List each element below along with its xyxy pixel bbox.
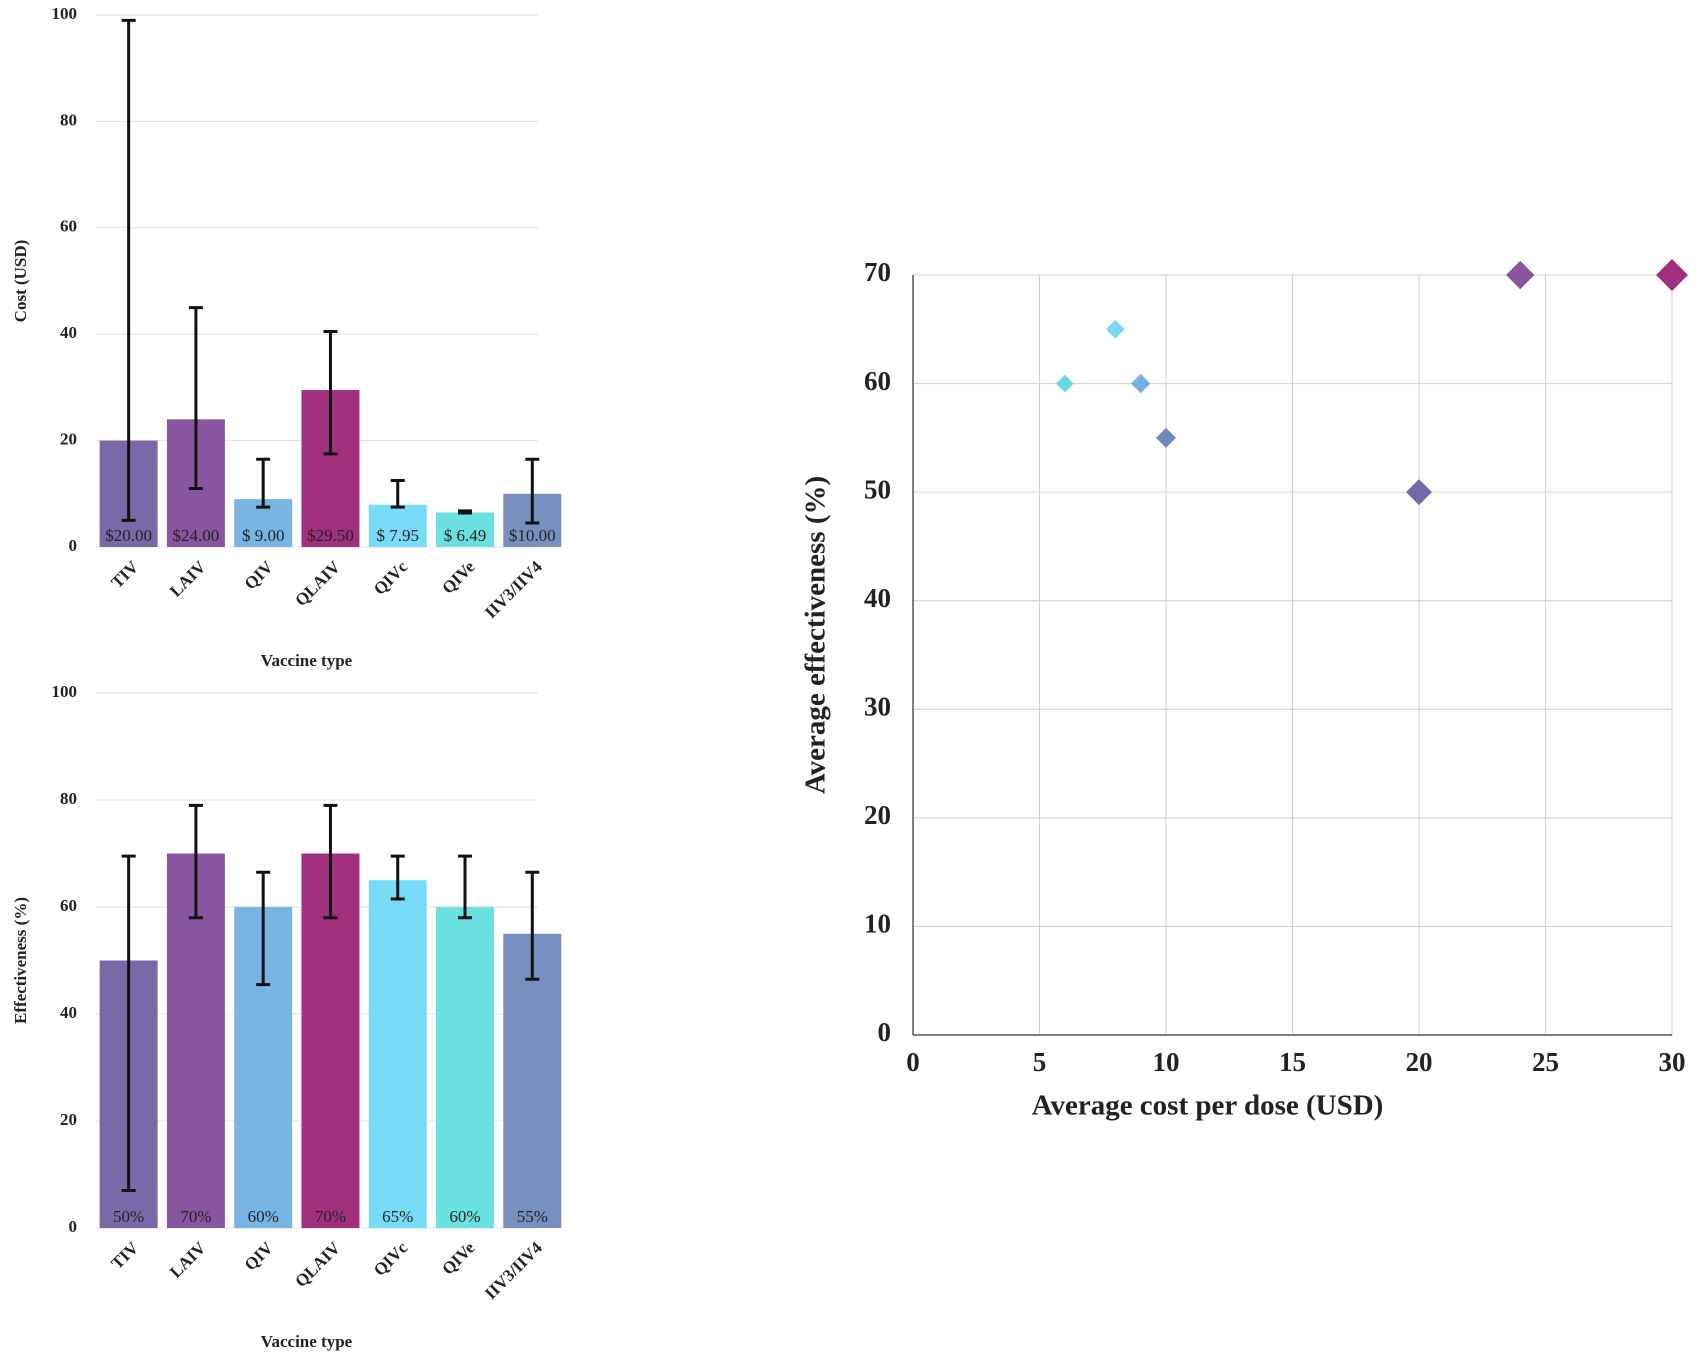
y-tick-label: 100	[52, 4, 78, 23]
x-tick-label: QIVc	[370, 1238, 412, 1280]
y-tick-label: 0	[69, 1217, 78, 1236]
x-tick-label: QIV	[241, 1238, 278, 1275]
y-tick-label: 20	[60, 1110, 77, 1129]
value-label: $10.00	[509, 526, 556, 545]
error-bar	[188, 803, 203, 920]
x-tick-label: QIVe	[438, 1238, 479, 1279]
x-tick-label: LAIV	[166, 557, 210, 601]
y-tick-label: 50	[864, 474, 891, 504]
y-tick-label: 40	[60, 323, 77, 342]
x-tick-label: IIV3/IIV4	[481, 1238, 546, 1303]
scatter-point	[1056, 374, 1074, 393]
value-label: $ 9.00	[242, 526, 285, 545]
value-label: 55%	[517, 1207, 548, 1226]
error-bar	[256, 870, 271, 987]
x-tick-label: 5	[1033, 1047, 1047, 1077]
x-axis-label: Average cost per dose (USD)	[1032, 1090, 1384, 1122]
error-bar	[323, 330, 338, 456]
value-label: 70%	[180, 1207, 211, 1226]
error-bar	[323, 803, 338, 920]
x-tick-label: 15	[1279, 1047, 1306, 1077]
value-label: $ 7.95	[376, 526, 419, 545]
x-tick-label: QLAIV	[291, 557, 344, 610]
y-tick-label: 60	[60, 217, 77, 236]
error-bar	[390, 479, 405, 509]
x-axis-label: Vaccine type	[261, 651, 353, 670]
x-tick-label: TIV	[107, 1238, 142, 1273]
x-tick-label: QIV	[241, 557, 278, 594]
value-label: 65%	[382, 1207, 413, 1226]
scatter-point	[1406, 479, 1432, 506]
bar	[436, 907, 494, 1228]
y-tick-label: 100	[52, 682, 78, 701]
value-label: $ 6.49	[444, 526, 487, 545]
x-tick-label: QIVc	[370, 557, 412, 599]
error-bar	[188, 306, 203, 490]
scatter-point	[1656, 259, 1688, 291]
bar	[503, 933, 562, 1228]
bar	[368, 880, 427, 1228]
value-label: $20.00	[105, 526, 152, 545]
value-label: 70%	[315, 1207, 346, 1226]
value-label: $29.50	[307, 526, 354, 545]
error-bar	[390, 854, 405, 901]
x-tick-label: 30	[1659, 1047, 1686, 1077]
error-bar	[121, 18, 136, 522]
error-bar	[525, 457, 540, 525]
scatter-point	[1156, 427, 1176, 448]
y-tick-label: 30	[864, 691, 891, 721]
y-tick-label: 0	[69, 536, 78, 555]
x-tick-label: 10	[1153, 1047, 1180, 1077]
error-bar	[458, 854, 473, 920]
x-tick-label: QIVe	[438, 557, 479, 598]
y-axis-label: Average effectiveness (%)	[800, 476, 832, 794]
y-tick-label: 20	[864, 800, 891, 830]
error-bar	[121, 854, 136, 1193]
error-bar	[458, 509, 473, 515]
scatter-point	[1131, 373, 1151, 394]
x-axis-label: Vaccine type	[261, 1332, 353, 1351]
y-axis-label: Cost (USD)	[11, 240, 30, 323]
x-tick-label: 0	[906, 1047, 920, 1077]
y-tick-label: 70	[864, 257, 891, 287]
x-tick-label: 25	[1532, 1047, 1559, 1077]
bar	[368, 504, 427, 547]
bar	[436, 512, 494, 547]
value-label: 60%	[248, 1207, 279, 1226]
y-tick-label: 10	[864, 909, 891, 939]
y-tick-label: 80	[60, 789, 77, 808]
y-tick-label: 0	[878, 1017, 892, 1047]
y-tick-label: 20	[60, 430, 77, 449]
error-bar	[525, 870, 540, 981]
y-axis-label: Effectiveness (%)	[11, 897, 30, 1024]
value-label: 60%	[449, 1207, 480, 1226]
error-bar	[256, 457, 271, 509]
x-tick-label: IIV3/IIV4	[481, 557, 546, 622]
y-tick-label: 60	[60, 896, 77, 915]
y-tick-label: 60	[864, 366, 891, 396]
x-tick-label: 20	[1406, 1047, 1433, 1077]
x-tick-label: QLAIV	[291, 1238, 344, 1291]
y-tick-label: 80	[60, 110, 77, 129]
y-tick-label: 40	[864, 583, 891, 613]
y-tick-label: 40	[60, 1003, 77, 1022]
scatter-point	[1506, 260, 1535, 290]
value-label: 50%	[113, 1207, 144, 1226]
value-label: $24.00	[173, 526, 220, 545]
scatter-point	[1106, 319, 1125, 339]
x-tick-label: TIV	[107, 557, 142, 592]
x-tick-label: LAIV	[166, 1238, 210, 1282]
